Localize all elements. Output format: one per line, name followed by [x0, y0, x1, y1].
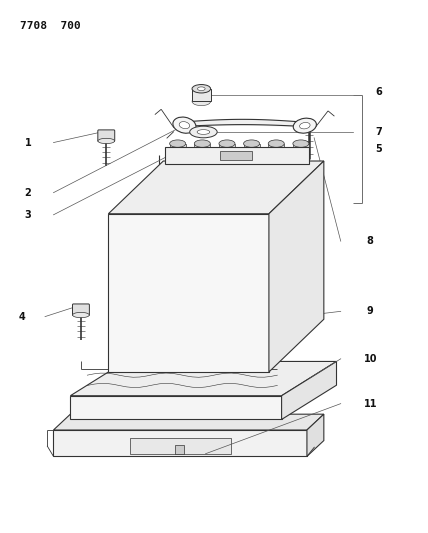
Polygon shape	[307, 414, 324, 456]
Ellipse shape	[173, 117, 196, 133]
Polygon shape	[70, 361, 336, 395]
Text: 10: 10	[363, 354, 377, 364]
Ellipse shape	[194, 140, 210, 147]
Text: 7: 7	[375, 127, 382, 137]
Text: 5: 5	[375, 144, 382, 154]
Polygon shape	[70, 395, 282, 419]
Bar	[175, 445, 184, 454]
FancyBboxPatch shape	[98, 130, 115, 141]
Ellipse shape	[293, 118, 316, 133]
Ellipse shape	[219, 140, 235, 147]
Polygon shape	[192, 89, 211, 101]
Polygon shape	[219, 143, 235, 158]
Text: 9: 9	[367, 306, 374, 316]
Ellipse shape	[244, 140, 260, 147]
Polygon shape	[268, 143, 284, 158]
Polygon shape	[269, 161, 324, 372]
Bar	[220, 151, 252, 160]
Ellipse shape	[293, 140, 309, 147]
Ellipse shape	[190, 126, 217, 138]
Text: 3: 3	[25, 210, 32, 220]
Polygon shape	[108, 161, 324, 214]
Text: 2: 2	[25, 188, 32, 198]
Ellipse shape	[179, 122, 190, 128]
Polygon shape	[165, 147, 309, 164]
Ellipse shape	[98, 139, 115, 143]
Ellipse shape	[198, 87, 205, 91]
Polygon shape	[244, 143, 260, 158]
Polygon shape	[293, 143, 309, 158]
Text: 1: 1	[25, 138, 32, 148]
Ellipse shape	[300, 123, 310, 129]
Ellipse shape	[268, 140, 284, 147]
Ellipse shape	[169, 140, 186, 147]
Polygon shape	[108, 214, 269, 372]
Polygon shape	[194, 143, 210, 158]
Text: 8: 8	[367, 236, 374, 246]
Ellipse shape	[197, 130, 210, 134]
Text: 11: 11	[363, 399, 377, 409]
Polygon shape	[169, 143, 186, 158]
FancyBboxPatch shape	[72, 304, 89, 316]
Text: 4: 4	[18, 312, 25, 321]
Polygon shape	[54, 430, 307, 456]
Text: 7708  700: 7708 700	[20, 21, 80, 31]
Text: 6: 6	[375, 87, 382, 98]
Polygon shape	[54, 414, 324, 430]
Ellipse shape	[73, 312, 89, 318]
Polygon shape	[282, 361, 336, 419]
Bar	[130, 438, 231, 454]
Ellipse shape	[192, 85, 211, 93]
Ellipse shape	[192, 97, 211, 106]
